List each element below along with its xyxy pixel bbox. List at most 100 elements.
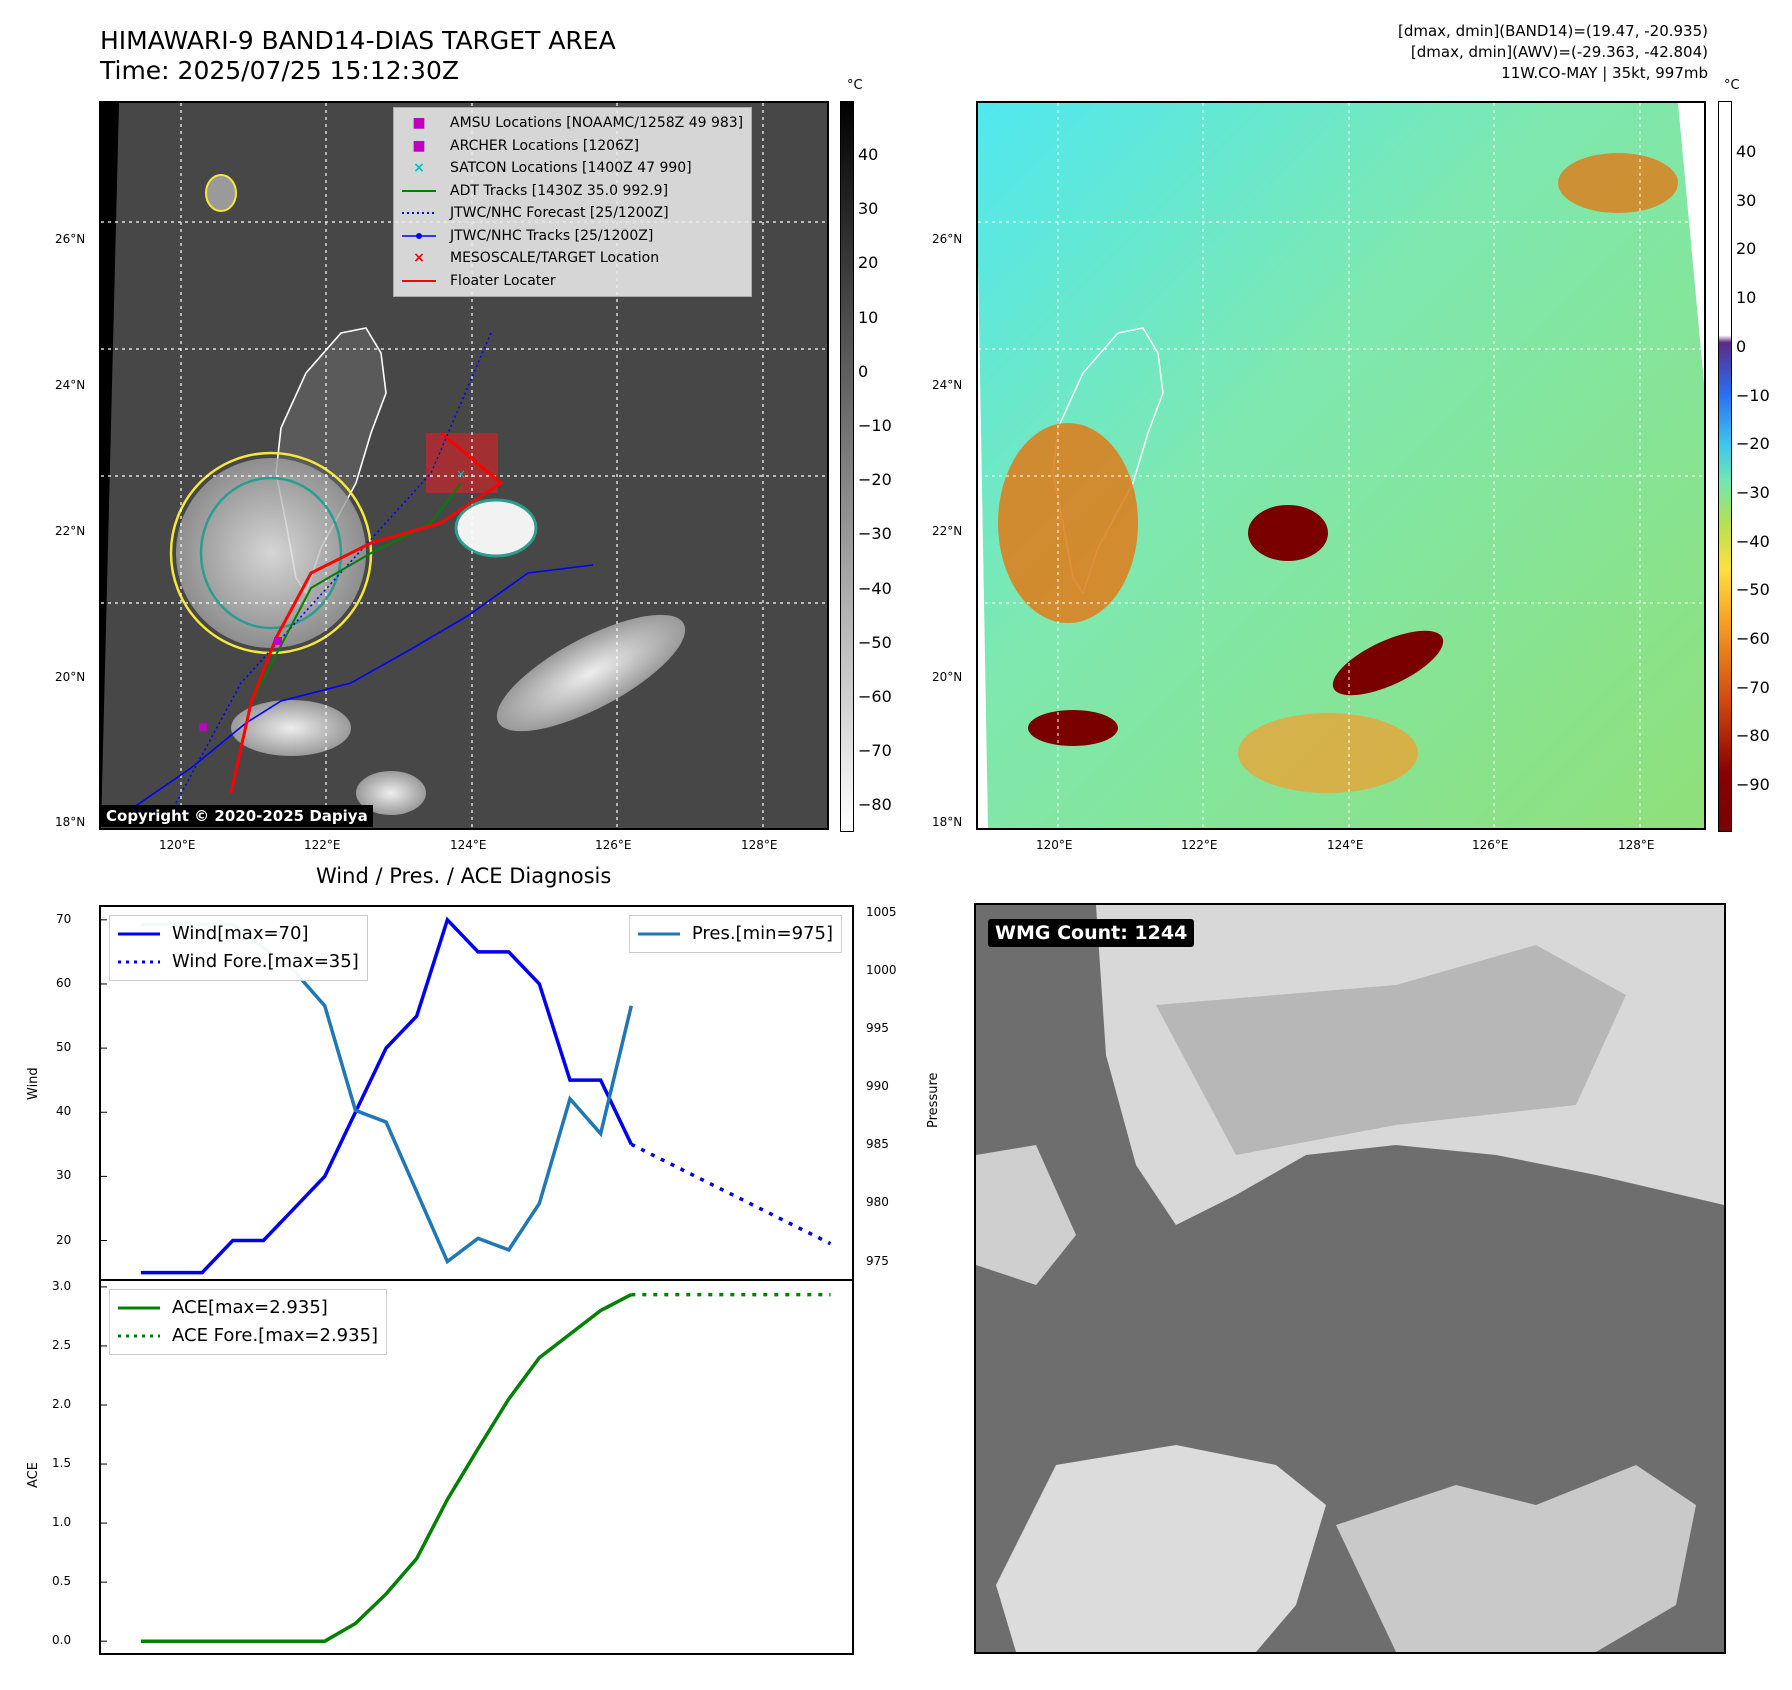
lon-label: 126°E — [1472, 838, 1509, 852]
lon-label: 126°E — [595, 838, 632, 852]
lat-label: 26°N — [55, 232, 86, 246]
wmg-bright-left — [976, 1145, 1076, 1285]
awv-dry-northeast — [1558, 153, 1678, 213]
lon-label: 122°E — [1181, 838, 1218, 852]
colorbar-left-tick: −20 — [858, 470, 892, 490]
convection-southeast — [356, 771, 426, 815]
wind-forecast-line — [630, 1142, 832, 1246]
archer-marker — [199, 723, 207, 731]
awv-dry-south — [1028, 710, 1118, 746]
colorbar-right-tick: −70 — [1736, 677, 1770, 697]
colorbar-left-tick: −60 — [858, 687, 892, 706]
info-dmax-band14: [dmax, dmin](BAND14)=(19.47, -20.935) — [1397, 22, 1708, 40]
convection-west — [176, 458, 366, 648]
colorbar-left-tick: 10 — [858, 307, 879, 327]
wind-axis-label: Wind — [26, 1067, 41, 1100]
colorbar-left-tick: 20 — [858, 253, 879, 273]
legend-row-jtwc-tracks: JTWC/NHC Tracks [25/1200Z] — [402, 225, 743, 248]
lat-label: 22°N — [932, 524, 963, 538]
colorbar-right-tick: 20 — [1736, 239, 1757, 259]
legend-label-floater: Floater Locater — [450, 272, 556, 289]
legend-label-jtwc-tracks: JTWC/NHC Tracks [25/1200Z] — [450, 227, 654, 244]
diagnosis-chart-title: Wind / Pres. / ACE Diagnosis — [316, 864, 612, 888]
colorbar-left-tick: −30 — [858, 524, 892, 544]
lon-label: 124°E — [1327, 838, 1364, 852]
wind-tick-label: 30 — [56, 1168, 72, 1183]
colorbar-right-tick: −20 — [1736, 434, 1770, 454]
ace-legend: ACE[max=2.935] ACE Fore.[max=2.935] — [109, 1289, 388, 1355]
colorbar-left-tick: −50 — [858, 632, 892, 652]
wind-pressure-axes: Wind[max=70] Wind Fore.[max=35] Pres.[mi… — [99, 905, 854, 1281]
ace-tick-label: 2.0 — [52, 1397, 72, 1411]
legend-label-target: MESOSCALE/TARGET Location — [450, 250, 660, 266]
awv-edge-left — [978, 263, 988, 828]
wind-legend-label: Wind[max=70] — [172, 923, 309, 944]
floater-locater-line — [229, 431, 504, 794]
ace-legend-row: ACE[max=2.935] — [118, 1294, 378, 1322]
wmg-bright-lower — [996, 1445, 1326, 1652]
lat-label: 20°N — [55, 670, 86, 684]
awv-dry-west — [998, 423, 1138, 623]
wind-legend-row: Wind[max=70] — [118, 920, 359, 948]
convection-band-east — [496, 614, 686, 732]
legend-row-archer: ■ ARCHER Locations [1206Z] — [402, 135, 743, 158]
lat-label: 18°N — [55, 815, 86, 829]
awv-edge-right — [1678, 103, 1704, 383]
chart-title-line1: HIMAWARI-9 BAND14-DIAS TARGET AREA — [100, 26, 616, 55]
lat-label: 26°N — [932, 232, 963, 246]
colorbar-right-tick: −40 — [1736, 531, 1770, 551]
wind-tick-label: 70 — [56, 911, 72, 926]
lat-label: 24°N — [55, 378, 86, 392]
colorbar-right-tick: −80 — [1736, 726, 1770, 746]
pressure-tick-label: 975 — [866, 1253, 889, 1268]
ace-fore-legend-label: ACE Fore.[max=2.935] — [172, 1325, 379, 1346]
colorbar-left-unit: °C — [847, 78, 863, 93]
lat-label: 18°N — [932, 815, 963, 829]
colorbar-right-tick: 0 — [1736, 336, 1747, 356]
legend-row-jtwc-forecast: JTWC/NHC Forecast [25/1200Z] — [402, 202, 743, 225]
chart-title-line2: Time: 2025/07/25 15:12:30Z — [100, 56, 459, 85]
map-edge-left — [101, 103, 119, 828]
colorbar-right-tick: −10 — [1736, 385, 1770, 405]
ace-tick-label: 0.0 — [52, 1633, 72, 1648]
ace-plot — [101, 1286, 831, 1643]
awv-dry-center — [1248, 505, 1328, 561]
wind-series-line — [140, 916, 633, 1275]
colorbar-right — [1718, 101, 1732, 832]
wind-tick-label: 60 — [56, 975, 72, 990]
colorbar-left-tick: 30 — [858, 199, 879, 219]
lat-label: 22°N — [55, 524, 86, 538]
wind-tick-label: 20 — [56, 1232, 72, 1247]
lon-label: 124°E — [450, 838, 487, 852]
ace-series-line — [140, 1293, 633, 1643]
colorbar-right-tick: −50 — [1736, 580, 1770, 600]
colorbar-left — [840, 101, 854, 832]
ace-tick-label: 0.5 — [52, 1574, 72, 1589]
copyright-badge: Copyright © 2020-2025 Dapiya — [101, 805, 373, 827]
cloud-north — [205, 174, 237, 212]
pressure-legend-row: Pres.[min=975] — [637, 920, 833, 948]
ace-fore-legend-row: ACE Fore.[max=2.935] — [118, 1322, 378, 1350]
pressure-legend: Pres.[min=975] — [628, 915, 842, 953]
awv-dry-east — [1332, 630, 1444, 696]
wind-tick-label: 40 — [56, 1104, 72, 1119]
ace-tick-label: 1.0 — [52, 1515, 72, 1530]
jtwc-forecast-line — [175, 332, 492, 804]
awv-map-panel — [976, 101, 1706, 830]
jtwc-track-line-east — [468, 564, 594, 616]
ace-tick-label: 1.5 — [52, 1456, 72, 1471]
colorbar-left-tick: 0 — [858, 361, 869, 381]
lat-label: 20°N — [932, 670, 963, 684]
map-legend: ■ AMSU Locations [NOAAMC/1258Z 49 983] ■ A… — [393, 107, 753, 297]
colorbar-right-tick: 30 — [1736, 190, 1757, 210]
awv-band-south — [1238, 713, 1418, 793]
ace-legend-label: ACE[max=2.935] — [172, 1297, 328, 1318]
satcon-marker: × — [456, 467, 466, 481]
colorbar-right-tick: −60 — [1736, 629, 1770, 648]
lat-label: 24°N — [932, 378, 963, 392]
wmg-gray-lower — [1336, 1465, 1696, 1652]
legend-label-jtwc-forecast: JTWC/NHC Forecast [25/1200Z] — [450, 205, 669, 221]
awv-gridlines — [978, 103, 1704, 828]
lon-label: 128°E — [1618, 838, 1655, 852]
colorbar-left-tick: −40 — [858, 578, 892, 598]
